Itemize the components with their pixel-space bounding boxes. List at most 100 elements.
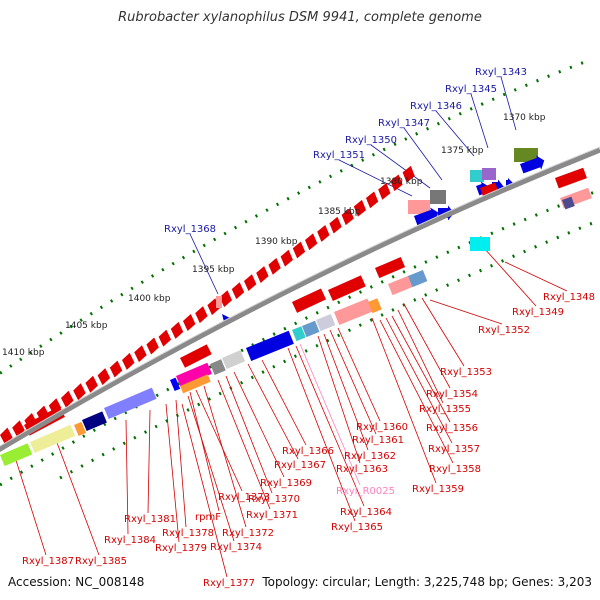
category-block-slate <box>104 387 157 420</box>
gene-label[interactable]: Rxyl_1363 <box>336 464 388 475</box>
leader-line <box>385 317 453 444</box>
category-block-silver <box>316 314 336 332</box>
gene-label[interactable]: Rxyl_1351 <box>313 150 365 161</box>
leader-line <box>233 371 285 478</box>
forward-gene-arrow <box>414 207 439 226</box>
leader-line <box>403 303 451 389</box>
kbp-tick-label: 1400 kbp <box>128 294 171 304</box>
leader-line <box>13 453 47 556</box>
gene-label[interactable]: rpmF <box>195 512 221 523</box>
gene-label[interactable]: Rxyl_1387 <box>22 556 74 567</box>
reverse-gene-arrow <box>170 321 184 339</box>
gene-labels: Rxyl_1343 Rxyl_1345 Rxyl_1346 Rxyl_1347 Rxyl… <box>22 67 595 589</box>
category-block-orange <box>180 374 211 394</box>
category-block-lime <box>0 443 33 467</box>
gene-label[interactable]: Rxyl_1346 <box>410 101 462 112</box>
reverse-gene-arrow <box>341 208 354 226</box>
kbp-tick-label: 1380 kbp <box>380 177 423 187</box>
gene-label[interactable]: Rxyl_1373 <box>218 492 270 503</box>
category-block-pink <box>408 200 430 214</box>
leader-line <box>435 110 475 157</box>
gene-label[interactable]: Rxyl_1355 <box>419 404 471 415</box>
gene-label[interactable]: Rxyl_1357 <box>428 444 480 455</box>
dotted-track-rings <box>0 58 600 487</box>
category-block-cyan <box>292 326 306 342</box>
kbp-tick-labels: 1370 kbp 1375 kbp 1380 kbp 1385 kbp 1390 kbp… <box>2 113 546 358</box>
leader-line <box>195 389 243 492</box>
leader-line <box>504 261 568 292</box>
gene-label[interactable]: Rxyl_1374 <box>210 542 262 553</box>
gene-label[interactable]: Rxyl_1368 <box>164 224 216 235</box>
gene-label[interactable]: Rxyl_1350 <box>345 135 397 146</box>
gene-label[interactable]: Rxyl_1379 <box>155 543 207 554</box>
reverse-gene-arrow <box>317 225 330 242</box>
category-block-orange <box>74 421 87 437</box>
gene-label[interactable]: Rxyl_1361 <box>352 435 404 446</box>
category-block-steelblue <box>408 270 428 288</box>
gene-label[interactable]: Rxyl_R0025 <box>336 486 395 497</box>
category-block-cyan <box>470 170 484 182</box>
gene-label[interactable]: Rxyl_1362 <box>344 451 396 462</box>
reverse-gene-arrow <box>256 266 269 283</box>
kbp-tick-label: 1405 kbp <box>65 321 108 331</box>
gene-label[interactable]: Rxyl_1360 <box>356 422 408 433</box>
gene-label[interactable]: Rxyl_1364 <box>340 507 392 518</box>
gene-label[interactable]: Rxyl_1347 <box>378 118 430 129</box>
gene-label[interactable]: Rxyl_1358 <box>429 464 481 475</box>
gene-label[interactable]: Rxyl_1377 <box>203 578 255 589</box>
gene-label[interactable]: Rxyl_1372 <box>222 528 274 539</box>
reverse-gene-arrow <box>183 314 196 331</box>
category-block-pink <box>387 275 413 296</box>
gene-label[interactable]: Rxyl_1343 <box>475 67 527 78</box>
kbp-tick-label: 1375 kbp <box>441 146 484 156</box>
reverse-gene-block <box>328 275 366 301</box>
leader-line <box>317 335 361 464</box>
reverse-gene-arrow <box>244 274 257 292</box>
category-block-cyan <box>470 237 490 251</box>
gene-label[interactable]: Rxyl_1370 <box>248 494 300 505</box>
gene-label[interactable]: Rxyl_1345 <box>445 84 497 95</box>
gene-label[interactable]: Rxyl_1348 <box>543 292 595 303</box>
leader-line <box>397 309 444 404</box>
reverse-gene-arrow <box>97 368 111 386</box>
category-block-gray <box>210 359 226 376</box>
gene-label[interactable]: Rxyl_1371 <box>246 510 298 521</box>
gene-label[interactable]: Rxyl_1385 <box>75 556 127 567</box>
leader-line <box>175 399 187 528</box>
leader-line <box>125 419 129 535</box>
label-leader-lines <box>13 76 568 578</box>
forward-gene-arrow <box>520 155 545 174</box>
reverse-gene-arrow <box>280 249 293 267</box>
gene-label[interactable]: Rxyl_1354 <box>426 389 478 400</box>
reverse-gene-block <box>374 257 406 279</box>
leader-line <box>189 233 219 295</box>
category-block-orange <box>368 298 382 314</box>
gene-label[interactable]: Rxyl_1349 <box>512 307 564 318</box>
gene-label[interactable]: Rxyl_1352 <box>478 325 530 336</box>
leader-line <box>371 317 437 484</box>
leader-line <box>55 439 100 556</box>
category-block-navy <box>82 411 107 432</box>
gene-label[interactable]: Rxyl_1367 <box>274 460 326 471</box>
leader-line <box>421 297 465 367</box>
category-block-magenta <box>176 362 212 388</box>
leader-line <box>287 347 356 522</box>
leader-line <box>338 159 413 197</box>
leader-line <box>187 395 235 542</box>
gene-label[interactable]: Rxyl_1356 <box>426 423 478 434</box>
gene-label[interactable]: Rxyl_1365 <box>331 522 383 533</box>
gene-label[interactable]: Rxyl_1378 <box>162 528 214 539</box>
gene-label[interactable]: Rxyl_1366 <box>282 446 334 457</box>
reverse-gene-arrow <box>378 182 391 200</box>
reverse-gene-block <box>480 182 499 198</box>
gene-label[interactable]: Rxyl_1369 <box>260 478 312 489</box>
leader-line <box>370 144 431 189</box>
gene-label[interactable]: Rxyl_1384 <box>104 535 156 546</box>
kbp-tick-label: 1385 kbp <box>318 207 361 217</box>
leader-line <box>295 345 365 507</box>
gene-label[interactable]: Rxyl_1359 <box>412 484 464 495</box>
leader-line <box>147 409 151 514</box>
reverse-gene-block <box>555 167 587 189</box>
gene-label[interactable]: Rxyl_1353 <box>440 367 492 378</box>
gene-label[interactable]: Rxyl_1381 <box>124 514 176 525</box>
